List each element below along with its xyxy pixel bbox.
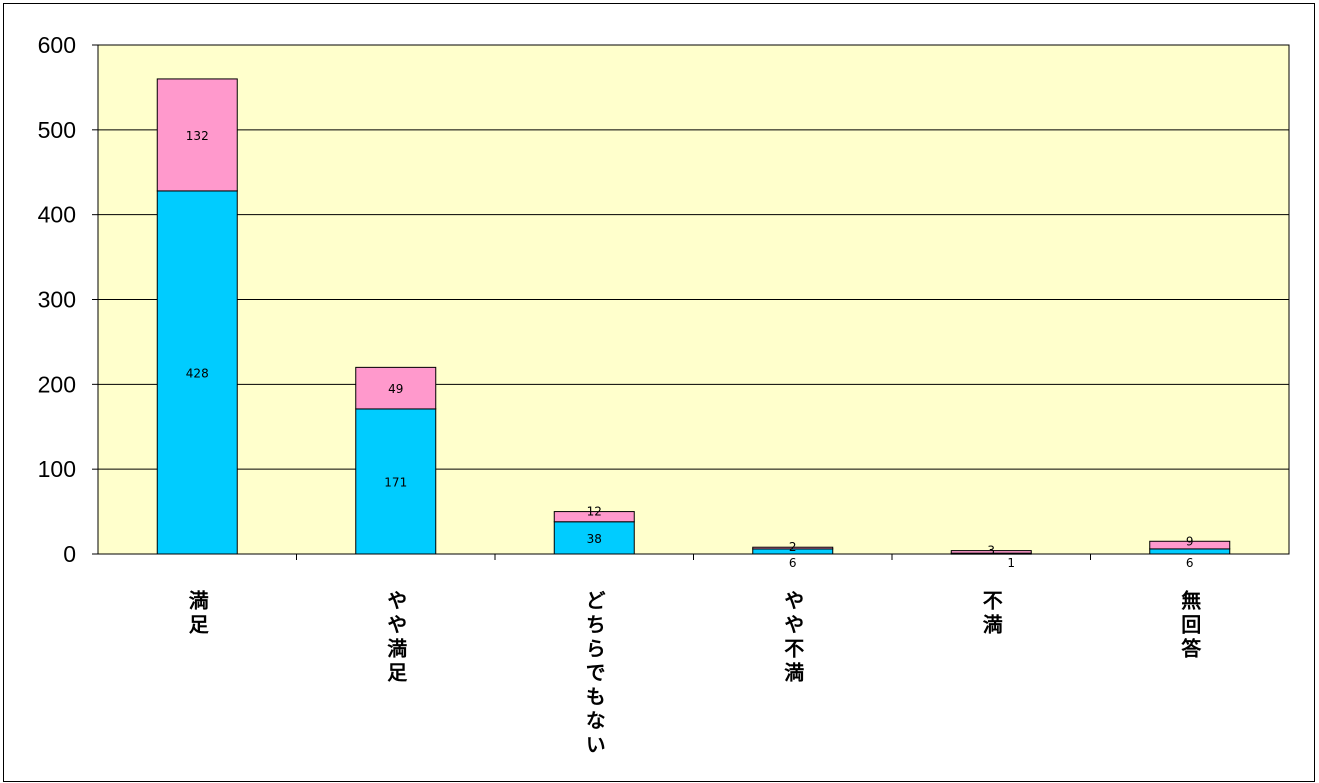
data-labels: 428 132 171 49 38 12 6 2 13 6 9 xyxy=(186,129,1194,570)
data-label: 132 xyxy=(186,129,209,143)
bar-segment xyxy=(156,78,238,192)
y-tick-label: 600 xyxy=(38,32,76,58)
data-label: 38 xyxy=(587,532,602,546)
y-tick-label: 200 xyxy=(38,371,76,397)
data-label: 9 xyxy=(1186,534,1194,548)
category-label: どちらでもない xyxy=(582,590,606,758)
y-tick-label: 0 xyxy=(63,541,76,567)
data-label: 12 xyxy=(587,505,602,519)
y-tick-label: 100 xyxy=(38,456,76,482)
category-labels: 満足 やや満足 どちらでもない やや不満 不満 無回答 xyxy=(185,589,1202,758)
y-tick-label: 300 xyxy=(38,287,76,313)
data-label: 49 xyxy=(388,382,403,396)
bar-segment xyxy=(355,408,437,555)
category-label: やや不満 xyxy=(781,590,805,686)
category-label: やや満足 xyxy=(384,590,408,686)
data-label: 2 xyxy=(789,540,797,554)
data-label: 6 xyxy=(1186,556,1194,570)
data-label: 3 xyxy=(987,544,995,558)
bar-segment xyxy=(1149,548,1231,555)
category-label: 無回答 xyxy=(1178,589,1202,662)
bars xyxy=(156,78,1231,555)
bar-segment xyxy=(156,190,238,555)
bar-segment xyxy=(950,550,1032,554)
bar-segment xyxy=(553,511,635,523)
bar-segment xyxy=(1149,540,1231,550)
category-label: 満足 xyxy=(185,590,209,638)
y-tick-label: 400 xyxy=(38,202,76,228)
y-axis-ticks: 0 100 200 300 400 500 600 xyxy=(38,32,98,567)
data-label: 171 xyxy=(384,475,407,489)
x-axis-ticks xyxy=(296,554,1091,560)
y-tick-label: 500 xyxy=(38,117,76,143)
data-label: 1 xyxy=(1007,556,1015,570)
category-label: 不満 xyxy=(979,590,1003,638)
gridlines xyxy=(98,129,1289,470)
bar-segment xyxy=(355,366,437,410)
data-label: 428 xyxy=(186,366,209,380)
data-label: 6 xyxy=(789,556,797,570)
bar-segment xyxy=(752,546,834,550)
